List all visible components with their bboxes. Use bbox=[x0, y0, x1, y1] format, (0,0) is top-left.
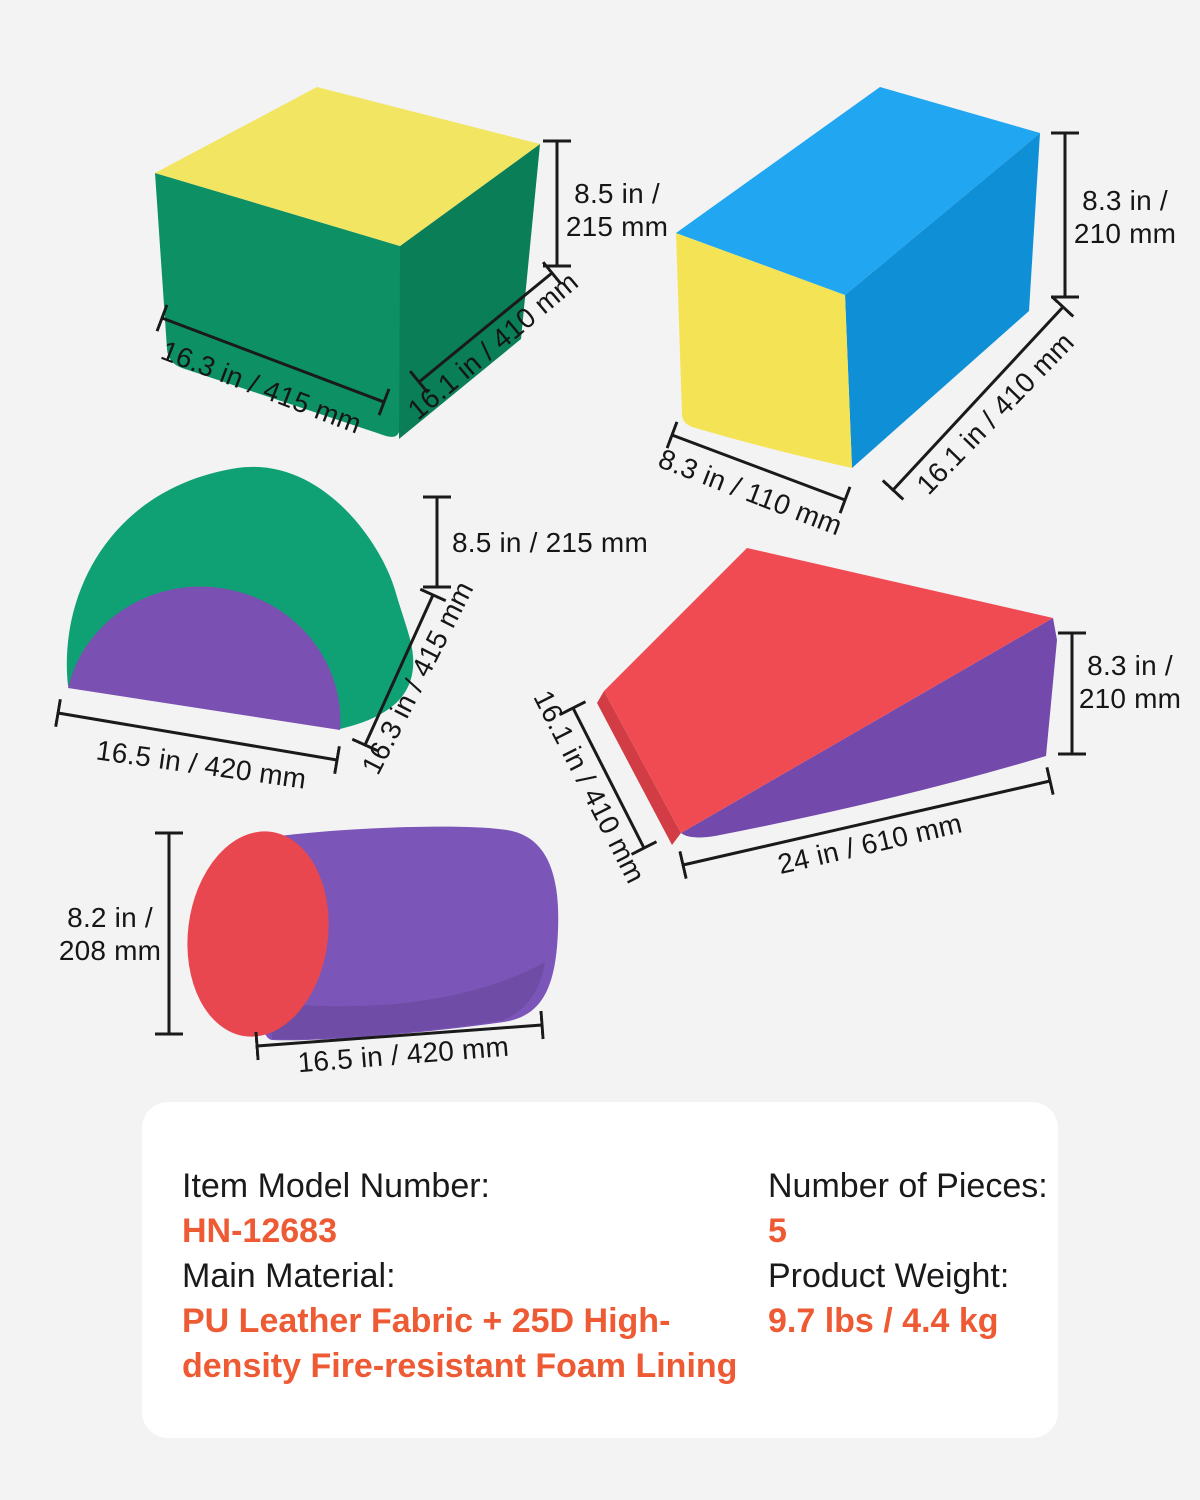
half-cylinder-height-label: 8.5 in / 215 mm bbox=[452, 527, 648, 558]
item-model-label: Item Model Number: bbox=[182, 1167, 490, 1205]
rectangular-block-top-face bbox=[676, 87, 1040, 295]
wedge-height-label-line1: 8.3 in / bbox=[1087, 650, 1173, 681]
product-weight-value: 9.7 lbs / 4.4 kg bbox=[768, 1302, 999, 1340]
number-of-pieces-value: 5 bbox=[768, 1212, 787, 1250]
rectangular-block-height-label-line2: 210 mm bbox=[1074, 218, 1176, 249]
main-material-value-line1: PU Leather Fabric + 25D High- bbox=[182, 1302, 671, 1340]
wedge-length-label: 24 in / 610 mm bbox=[775, 807, 965, 879]
rectangular-block-end-face bbox=[676, 233, 852, 468]
item-model-value: HN-12683 bbox=[182, 1212, 337, 1250]
wedge-top-face bbox=[604, 548, 1053, 833]
square-block-height-label-line1: 8.5 in / bbox=[574, 178, 660, 209]
main-material-value-line2: density Fire-resistant Foam Lining bbox=[182, 1347, 738, 1385]
square-block-top-face bbox=[155, 87, 540, 246]
square-block bbox=[155, 87, 540, 439]
shapes-diagram: 8.5 in / 215 mm 16.3 in / 415 mm 16.1 in… bbox=[54, 87, 1181, 1078]
cylinder-block bbox=[187, 826, 559, 1041]
square-block-height-label-line2: 215 mm bbox=[566, 211, 668, 242]
wedge-height-label-line2: 210 mm bbox=[1079, 683, 1181, 714]
product-weight-label: Product Weight: bbox=[768, 1257, 1010, 1295]
half-cylinder-width-label: 16.5 in / 420 mm bbox=[94, 735, 308, 795]
half-cylinder-front-face bbox=[68, 586, 341, 730]
half-cylinder-block bbox=[66, 466, 414, 730]
main-material-label: Main Material: bbox=[182, 1257, 396, 1295]
cylinder-end-face bbox=[187, 831, 329, 1037]
spec-card-left-column: Item Model Number: HN-12683 Main Materia… bbox=[182, 1164, 737, 1389]
wedge-ramp-block bbox=[597, 548, 1057, 845]
number-of-pieces-label: Number of Pieces: bbox=[768, 1167, 1048, 1205]
spec-card: Item Model Number: HN-12683 Main Materia… bbox=[142, 1102, 1058, 1438]
spec-card-right-column: Number of Pieces: 5 Product Weight: 9.7 … bbox=[768, 1164, 1048, 1344]
cylinder-body bbox=[252, 826, 559, 1041]
rectangular-block-height-label-line1: 8.3 in / bbox=[1082, 185, 1168, 216]
cylinder-height-label-line2: 208 mm bbox=[59, 935, 161, 966]
cylinder-height-label-line1: 8.2 in / bbox=[67, 902, 153, 933]
